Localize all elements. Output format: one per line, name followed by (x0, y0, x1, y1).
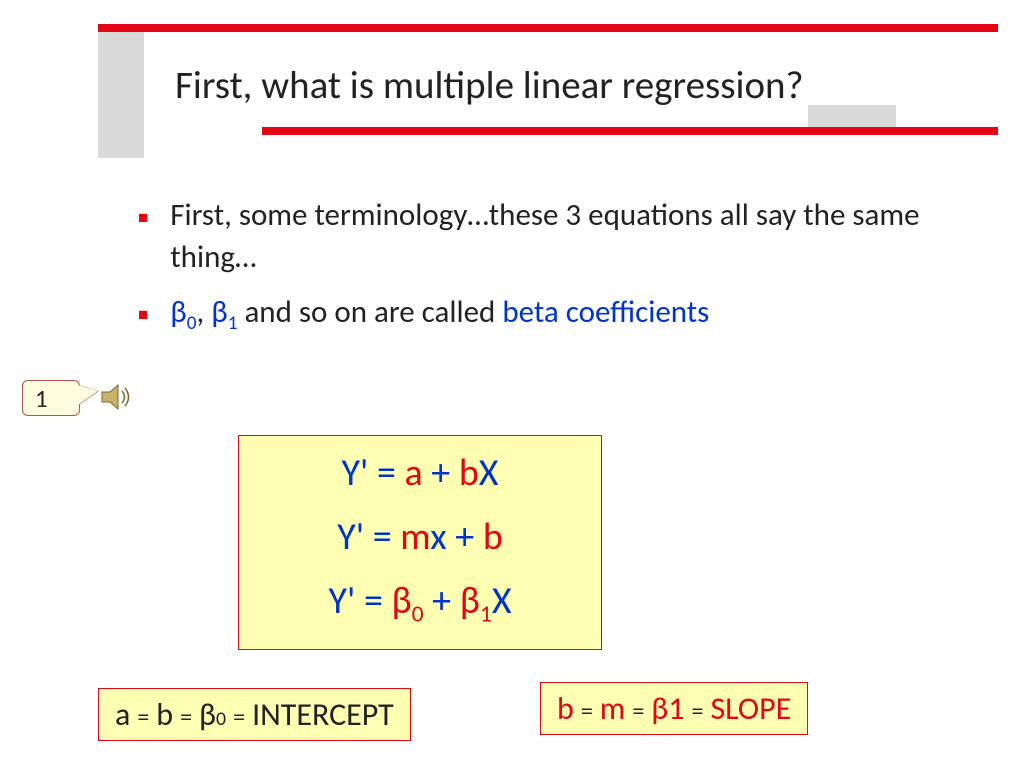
gray-block-vertical (98, 32, 144, 158)
equation-3: Y' = β0 + β1X (239, 578, 601, 629)
mid-accent-bar (262, 127, 998, 135)
speaker-icon (100, 382, 134, 412)
slope-box: b = m = β1 = SLOPE (540, 682, 808, 735)
animation-number-callout: 1 (22, 380, 80, 416)
equation-1: Y' = a + bX (239, 450, 601, 496)
bullet-marker-icon: ■ (138, 207, 148, 230)
slide-title: First, what is multiple linear regressio… (175, 62, 804, 109)
bullet-item-2: ■ β0, β1 and so on are called beta coeff… (138, 292, 958, 337)
top-accent-bar (98, 24, 998, 32)
bullet-list: ■ First, some terminology…these 3 equati… (138, 195, 958, 350)
bullet-item-1: ■ First, some terminology…these 3 equati… (138, 195, 958, 279)
bullet-text-1: First, some terminology…these 3 equation… (170, 195, 958, 279)
bullet-text-2: β0, β1 and so on are called beta coeffic… (170, 292, 958, 337)
bullet-marker-icon: ■ (138, 304, 148, 327)
equations-box: Y' = a + bX Y' = mx + b Y' = β0 + β1X (238, 435, 602, 650)
callout-label: 1 (35, 383, 48, 414)
gray-block-horizontal (808, 105, 896, 127)
equation-2: Y' = mx + b (239, 514, 601, 560)
intercept-box: a = b = β0 = INTERCEPT (98, 688, 411, 741)
